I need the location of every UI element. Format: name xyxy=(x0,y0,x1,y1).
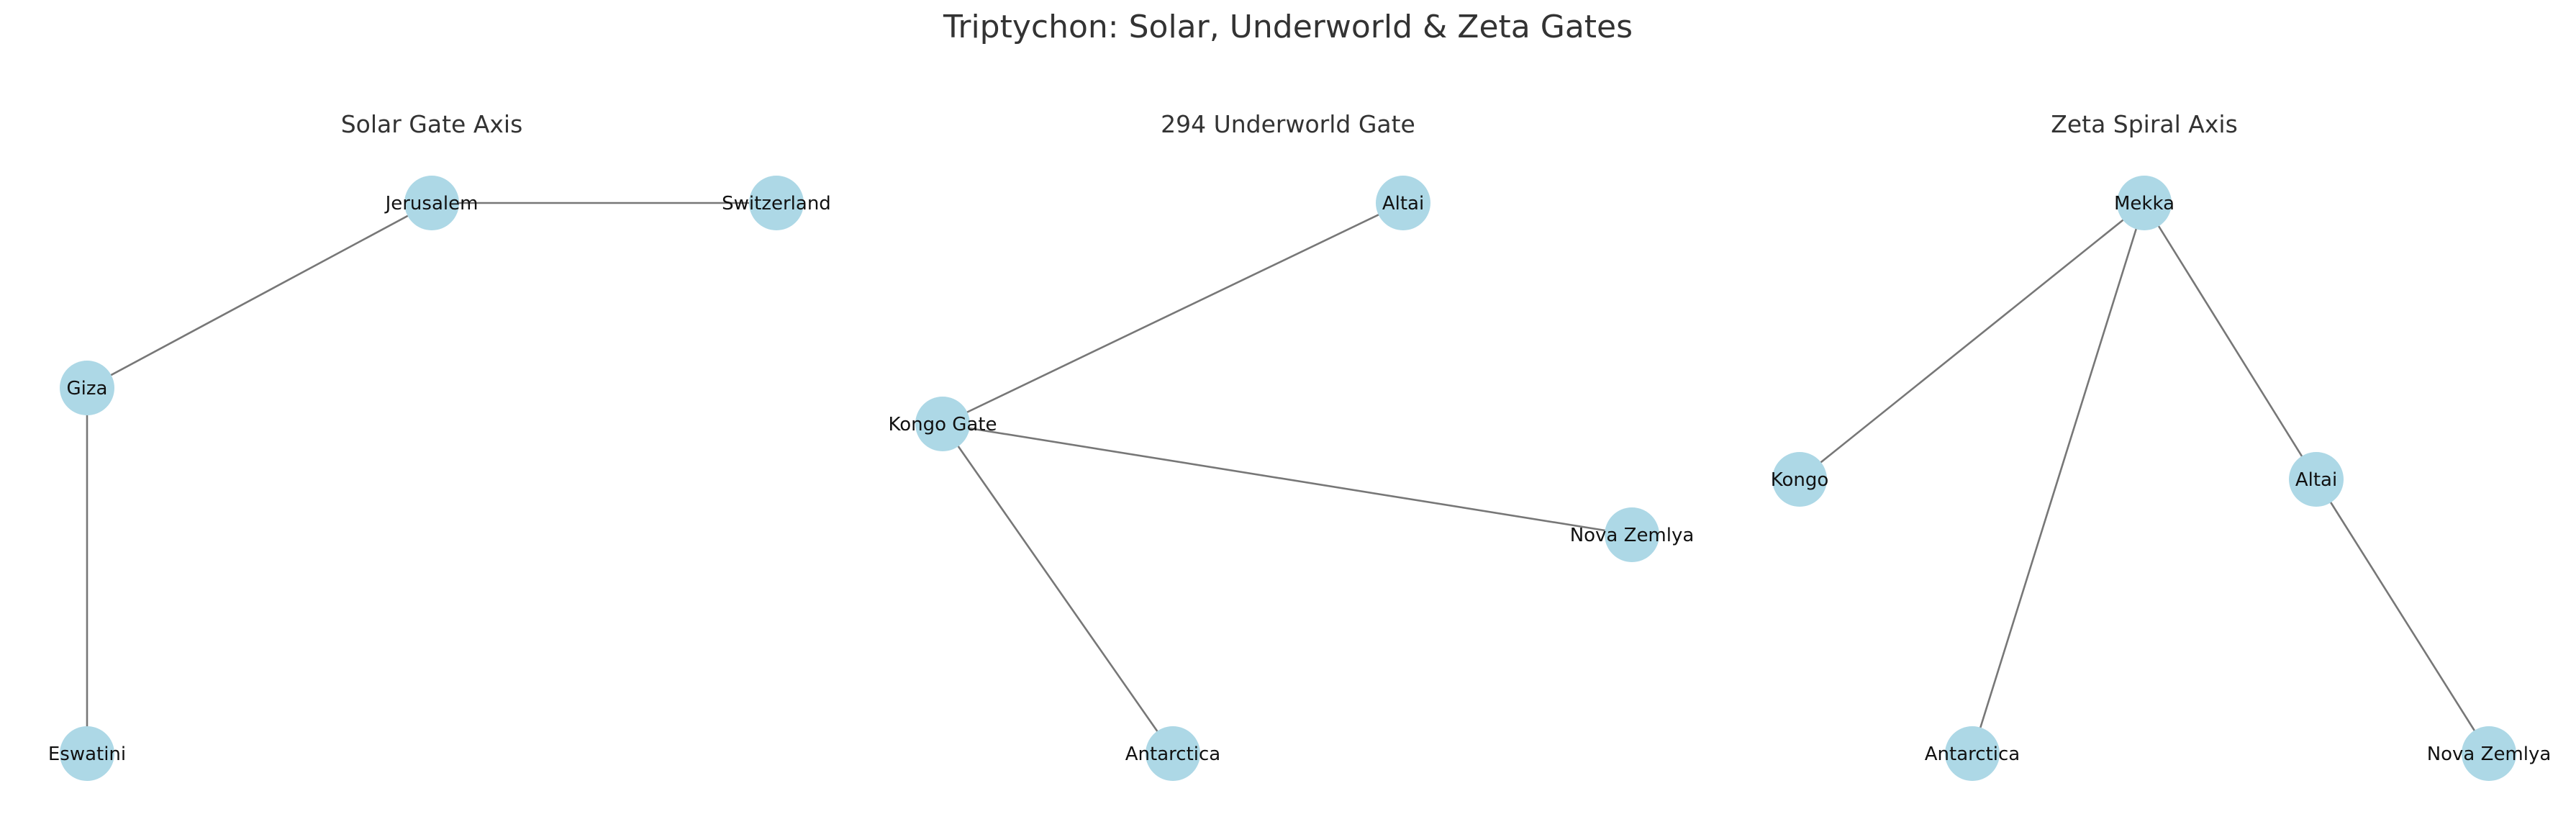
node-eswatini: Eswatini xyxy=(48,726,126,781)
node-circle-kongo-gate xyxy=(915,397,970,451)
edge-jerusalem-giza xyxy=(86,202,432,389)
edge-kongo-gate-altai xyxy=(942,202,1404,425)
edge-mekka-altai xyxy=(2143,202,2318,480)
node-label-altai: Altai xyxy=(1382,193,1424,214)
node-circle-eswatini xyxy=(60,726,114,781)
node-label-switzerland: Switzerland xyxy=(722,193,831,214)
panel-title-solar-gate-axis: Solar Gate Axis xyxy=(341,110,523,138)
edge-mekka-kongo xyxy=(1799,202,2145,481)
node-label-antarctica: Antarctica xyxy=(1925,744,2020,765)
node-circle-altai xyxy=(2289,452,2344,507)
nodes-294-underworld-gate: Altai Kongo Gate Nova Zemlya Antarctica xyxy=(888,176,1694,781)
figure-title: Triptychon: Solar, Underworld & Zeta Gat… xyxy=(943,9,1633,45)
node-altai: Altai xyxy=(1376,176,1430,230)
node-mekka: Mekka xyxy=(2114,176,2174,230)
node-label-kongo: Kongo xyxy=(1771,469,1829,491)
node-label-jerusalem: Jerusalem xyxy=(384,193,479,214)
node-circle-nova-zemlya xyxy=(1605,507,1659,562)
panel-title-294-underworld-gate: 294 Underworld Gate xyxy=(1161,110,1415,138)
node-antarctica: Antarctica xyxy=(1925,726,2020,781)
node-circle-kongo xyxy=(1772,452,1827,507)
node-circle-mekka xyxy=(2117,176,2172,230)
edges-solar-gate-axis xyxy=(86,202,776,754)
node-altai: Altai xyxy=(2289,452,2344,507)
node-nova-zemlya: Nova Zemlya xyxy=(2427,726,2552,781)
panel-title-zeta-spiral-axis: Zeta Spiral Axis xyxy=(2051,110,2238,138)
node-circle-giza xyxy=(60,361,114,415)
node-switzerland: Switzerland xyxy=(722,176,831,230)
edges-294-underworld-gate xyxy=(941,202,1633,754)
edge-mekka-antarctica xyxy=(1971,202,2146,754)
panel-zeta-spiral-axis: Zeta Spiral Axis Mekka Kongo Altai Antarcti… xyxy=(1771,110,2552,781)
nodes-zeta-spiral-axis: Mekka Kongo Altai Antarctica Nova Zemlya xyxy=(1771,176,2552,781)
node-circle-switzerland xyxy=(749,176,804,230)
node-circle-antarctica xyxy=(1146,726,1200,781)
node-label-mekka: Mekka xyxy=(2114,193,2174,214)
node-circle-antarctica xyxy=(1945,726,2000,781)
node-circle-altai xyxy=(1376,176,1430,230)
node-kongo-gate: Kongo Gate xyxy=(888,397,997,451)
edges-zeta-spiral-axis xyxy=(1799,202,2490,754)
edge-altai-nova-zemlya xyxy=(2315,479,2490,754)
edge-kongo-gate-antarctica xyxy=(941,423,1174,754)
node-label-nova-zemlya: Nova Zemlya xyxy=(2427,744,2552,765)
node-circle-nova-zemlya xyxy=(2462,726,2516,781)
node-nova-zemlya: Nova Zemlya xyxy=(1570,507,1695,562)
node-label-altai: Altai xyxy=(2295,469,2337,491)
node-label-giza: Giza xyxy=(67,378,108,399)
edge-kongo-gate-nova-zemlya xyxy=(942,422,1633,536)
node-label-antarctica: Antarctica xyxy=(1125,744,1220,765)
node-label-eswatini: Eswatini xyxy=(48,744,126,765)
node-kongo: Kongo xyxy=(1771,452,1829,507)
nodes-solar-gate-axis: Jerusalem Switzerland Giza Eswatini xyxy=(48,176,831,781)
node-label-nova-zemlya: Nova Zemlya xyxy=(1570,525,1695,546)
node-antarctica: Antarctica xyxy=(1125,726,1220,781)
panel-294-underworld-gate: 294 Underworld Gate Altai Kongo Gate Nova … xyxy=(888,110,1694,781)
node-jerusalem: Jerusalem xyxy=(384,176,479,230)
node-circle-jerusalem xyxy=(404,176,459,230)
panel-solar-gate-axis: Solar Gate Axis Jerusalem Switzerland Giza… xyxy=(48,110,831,781)
node-giza: Giza xyxy=(60,361,114,415)
node-label-kongo-gate: Kongo Gate xyxy=(888,414,997,435)
